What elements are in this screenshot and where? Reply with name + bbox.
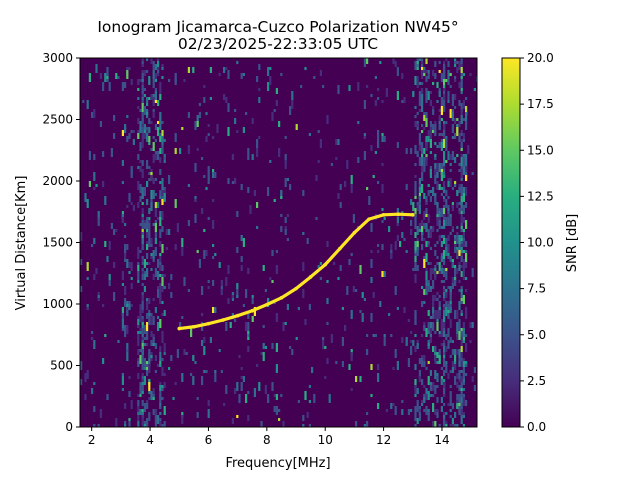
y-tick-label: 1500 [42,236,73,250]
y-tick-label: 500 [50,359,73,373]
y-tick-label: 0 [65,420,73,434]
colorbar-tick-label: 10.0 [527,236,554,250]
colorbar-label: SNR [dB] [565,214,580,272]
echo-trace-point [235,313,240,318]
echo-trace-point [323,262,328,267]
echo-trace-point [250,308,255,313]
echo-trace-point [410,213,415,217]
colorbar-tick-label: 15.0 [527,143,554,157]
echo-trace-point [221,318,225,322]
colorbar-tick-label: 12.5 [527,189,554,203]
echo-trace-point [192,324,196,329]
colorbar-tick-label: 17.5 [527,97,554,111]
echo-trace-point [381,213,386,217]
x-tick-label: 14 [434,433,449,447]
x-axis: 2 4 6 8 10 12 14 [88,427,450,447]
x-tick-label: 10 [318,433,333,447]
echo-trace-point [396,212,400,217]
echo-trace-point [177,326,182,331]
colorbar-fill [502,58,520,427]
chart-title-line1: Ionogram Jicamarca-Cuzco Polarization NW… [97,18,458,36]
colorbar-tick-label: 2.5 [527,374,546,388]
echo-trace-point [279,296,284,300]
y-axis-label: Virtual Distance[Km] [14,176,29,311]
colorbar: 0.0 2.5 5.0 7.5 10.0 12.5 15.0 17.5 20.0 SNR [dB… [501,51,580,434]
echo-trace-point [294,286,298,291]
echo-trace-point [206,321,211,326]
colorbar-tick-label: 5.0 [527,328,546,342]
y-tick-label: 3000 [42,51,73,65]
x-tick-label: 4 [146,433,154,447]
echo-trace-point [352,230,357,235]
colorbar-tick-label: 20.0 [527,51,554,65]
x-tick-label: 8 [263,433,271,447]
y-axis: 0 500 1000 1500 2000 2500 3000 [42,51,80,434]
echo-trace-point [265,302,269,307]
colorbar-tick-label: 7.5 [527,282,546,296]
colorbar-tick-label: 0.0 [527,420,546,434]
x-tick-label: 6 [205,433,213,447]
echo-trace-point [367,217,371,221]
echo-trace-point [338,246,342,251]
echo-trace-point [308,275,313,279]
noise-layer [80,58,477,427]
y-tick-label: 2500 [42,113,73,127]
plot-area [79,57,478,428]
x-axis-label: Frequency[MHz] [225,456,330,471]
x-tick-label: 2 [88,433,96,447]
chart-title-line2: 02/23/2025-22:33:05 UTC [178,35,378,53]
colorbar-axis: 0.0 2.5 5.0 7.5 10.0 12.5 15.0 17.5 20.0 [520,51,554,434]
x-tick-label: 12 [376,433,391,447]
echo-trace-layer [177,212,415,331]
y-tick-label: 2000 [42,174,73,188]
y-tick-label: 1000 [42,297,73,311]
